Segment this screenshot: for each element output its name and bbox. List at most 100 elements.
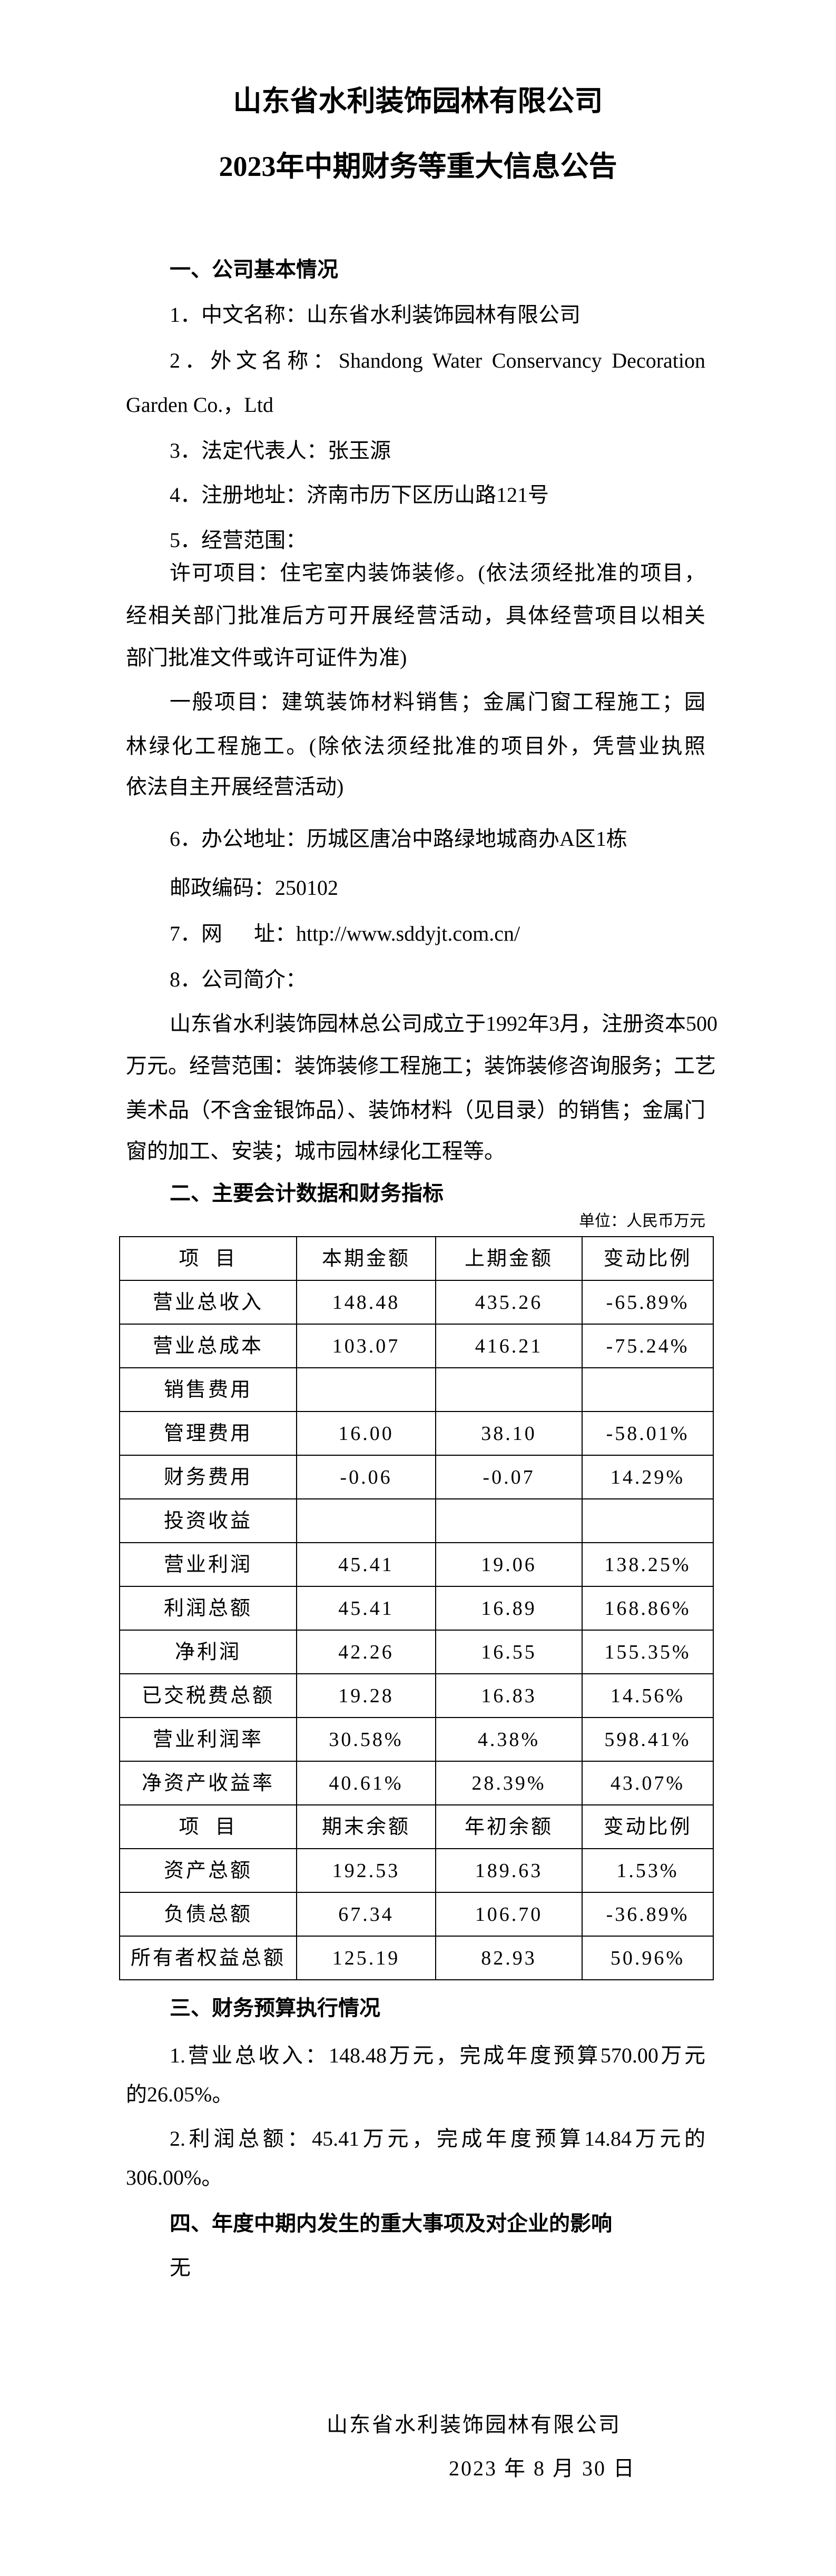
company-intro: 美术品（不含金银饰品）、装饰材料（见目录）的销售；金属门 bbox=[126, 1098, 705, 1122]
company-intro: 万元。经营范围：装饰装修工程施工；装饰装修咨询服务；工艺 bbox=[126, 1054, 716, 1078]
row-label: 负债总额 bbox=[119, 1892, 297, 1937]
table-row: 管理费用 16.00 38.10 -58.01% bbox=[119, 1411, 714, 1456]
section-1-heading: 一、公司基本情况 bbox=[170, 258, 338, 281]
row-label: 项 目 bbox=[119, 1236, 297, 1281]
table-cell: -0.06 bbox=[296, 1455, 436, 1499]
table-cell: 192.53 bbox=[296, 1848, 436, 1893]
table-cell: 38.10 bbox=[435, 1411, 583, 1456]
table-cell: 416.21 bbox=[435, 1324, 583, 1368]
unit-label: 单位：人民币万元 bbox=[579, 1212, 705, 1230]
scope-licensed: 部门批准文件或许可证件为准) bbox=[126, 646, 407, 669]
section-4-heading: 四、年度中期内发生的重大事项及对企业的影响 bbox=[170, 2212, 612, 2235]
table-cell: 103.07 bbox=[296, 1324, 436, 1368]
table-cell: 106.70 bbox=[435, 1892, 583, 1937]
table-cell bbox=[435, 1367, 583, 1412]
table-row: 财务费用 -0.06 -0.07 14.29% bbox=[119, 1455, 714, 1499]
table-cell: 4.38% bbox=[435, 1717, 583, 1762]
signature-date: 2023 年 8 月 30 日 bbox=[449, 2456, 636, 2480]
table-row: 投资收益 bbox=[119, 1498, 714, 1543]
english-name-cont: Garden Co.，Ltd bbox=[126, 393, 273, 417]
office-address: 6．办公地址：历城区唐冶中路绿地城商办A区1栋 bbox=[170, 827, 627, 851]
row-label: 营业利润 bbox=[119, 1542, 297, 1587]
table-cell: 125.19 bbox=[296, 1936, 436, 1980]
table-cell: 16.89 bbox=[435, 1586, 583, 1631]
table-cell: 82.93 bbox=[435, 1936, 583, 1980]
table-cell: 上期金额 bbox=[435, 1236, 583, 1281]
table-cell: 45.41 bbox=[296, 1542, 436, 1587]
table-cell: 598.41% bbox=[582, 1717, 714, 1762]
row-label: 营业总成本 bbox=[119, 1324, 297, 1368]
table-cell: 30.58% bbox=[296, 1717, 436, 1762]
scope-licensed: 经相关部门批准后方可开展经营活动，具体经营项目以相关 bbox=[126, 604, 705, 627]
budget-revenue: 1.营业总收入：148.48万元，完成年度预算570.00万元 bbox=[170, 2044, 705, 2067]
table-cell: -58.01% bbox=[582, 1411, 714, 1456]
budget-revenue: 的26.05%。 bbox=[126, 2082, 233, 2106]
row-label: 投资收益 bbox=[119, 1498, 297, 1543]
table-cell: 年初余额 bbox=[435, 1804, 583, 1849]
section-2-heading: 二、主要会计数据和财务指标 bbox=[170, 1181, 444, 1205]
table-cell: -0.07 bbox=[435, 1455, 583, 1499]
table-header-row: 项 目期末余额 年初余额 变动比例 bbox=[119, 1804, 714, 1849]
table-cell: -65.89% bbox=[582, 1280, 714, 1325]
row-label: 营业总收入 bbox=[119, 1280, 297, 1325]
registered-address: 4．注册地址：济南市历下区历山路121号 bbox=[170, 483, 549, 507]
signature-company: 山东省水利装饰园林有限公司 bbox=[327, 2413, 621, 2436]
table-cell: 138.25% bbox=[582, 1542, 714, 1587]
row-label: 所有者权益总额 bbox=[119, 1936, 297, 1980]
table-row: 营业利润 45.41 19.06 138.25% bbox=[119, 1542, 714, 1587]
chinese-name: 1．中文名称：山东省水利装饰园林有限公司 bbox=[170, 303, 581, 327]
table-cell: 28.39% bbox=[435, 1761, 583, 1805]
table-cell: 19.06 bbox=[435, 1542, 583, 1587]
table-row: 利润总额 45.41 16.89 168.86% bbox=[119, 1586, 714, 1631]
table-cell: -75.24% bbox=[582, 1324, 714, 1368]
table-cell: 变动比例 bbox=[582, 1236, 714, 1281]
table-cell bbox=[435, 1498, 583, 1543]
row-label: 净利润 bbox=[119, 1630, 297, 1674]
table-cell: 16.00 bbox=[296, 1411, 436, 1456]
table-cell: -36.89% bbox=[582, 1892, 714, 1937]
table-cell: 14.29% bbox=[582, 1455, 714, 1499]
table-cell: 189.63 bbox=[435, 1848, 583, 1893]
table-row: 销售费用 bbox=[119, 1367, 714, 1412]
row-label: 管理费用 bbox=[119, 1411, 297, 1456]
table-row: 所有者权益总额 125.19 82.93 50.96% bbox=[119, 1936, 714, 1980]
financial-table: 项 目本期金额 上期金额 变动比例 营业总收入 148.48 435.26 -65.89% 营… bbox=[119, 1236, 714, 1980]
row-label: 已交税费总额 bbox=[119, 1673, 297, 1718]
document-title: 山东省水利装饰园林有限公司 bbox=[233, 85, 603, 117]
scope-general: 依法自主开展经营活动) bbox=[126, 775, 344, 798]
row-label: 营业利润率 bbox=[119, 1717, 297, 1762]
table-cell: 14.56% bbox=[582, 1673, 714, 1718]
table-cell: 19.28 bbox=[296, 1673, 436, 1718]
table-cell: 168.86% bbox=[582, 1586, 714, 1631]
document-subtitle: 2023年中期财务等重大信息公告 bbox=[219, 151, 617, 182]
website[interactable]: 7．网 址：http://www.sddyjt.com.cn/ bbox=[170, 922, 520, 945]
scope-general: 林绿化工程施工。(除依法须经批准的项目外，凭营业执照 bbox=[126, 734, 705, 758]
table-row: 已交税费总额 19.28 16.83 14.56% bbox=[119, 1673, 714, 1718]
row-label: 净资产收益率 bbox=[119, 1761, 297, 1805]
scope-general: 一般项目：建筑装饰材料销售；金属门窗工程施工；园 bbox=[170, 690, 705, 714]
table-row: 营业总收入 148.48 435.26 -65.89% bbox=[119, 1280, 714, 1325]
table-cell bbox=[296, 1498, 436, 1543]
table-row: 营业总成本 103.07 416.21 -75.24% bbox=[119, 1324, 714, 1368]
table-cell: 40.61% bbox=[296, 1761, 436, 1805]
table-row: 负债总额 67.34 106.70 -36.89% bbox=[119, 1892, 714, 1937]
budget-profit: 2.利润总额：45.41万元，完成年度预算14.84万元的 bbox=[170, 2127, 705, 2150]
company-intro: 窗的加工、安装；城市园林绿化工程等。 bbox=[126, 1139, 505, 1163]
table-cell: 本期金额 bbox=[296, 1236, 436, 1281]
table-cell: 16.83 bbox=[435, 1673, 583, 1718]
table-cell: 16.55 bbox=[435, 1630, 583, 1674]
row-label: 财务费用 bbox=[119, 1455, 297, 1499]
legal-representative: 3．法定代表人：张玉源 bbox=[170, 439, 391, 462]
english-name: 2．外文名称：Shandong Water Conservancy Decora… bbox=[170, 349, 705, 372]
table-cell: 42.26 bbox=[296, 1630, 436, 1674]
table-cell: 变动比例 bbox=[582, 1804, 714, 1849]
table-cell: 1.53% bbox=[582, 1848, 714, 1893]
business-scope-label: 5．经营范围： bbox=[170, 528, 307, 552]
table-cell: 435.26 bbox=[435, 1280, 583, 1325]
table-cell: 43.07% bbox=[582, 1761, 714, 1805]
postcode: 邮政编码：250102 bbox=[170, 876, 338, 900]
scope-licensed: 许可项目：住宅室内装饰装修。(依法须经批准的项目， bbox=[170, 561, 705, 585]
table-cell: 45.41 bbox=[296, 1586, 436, 1631]
table-cell: 期末余额 bbox=[296, 1804, 436, 1849]
budget-profit: 306.00%。 bbox=[126, 2166, 223, 2189]
